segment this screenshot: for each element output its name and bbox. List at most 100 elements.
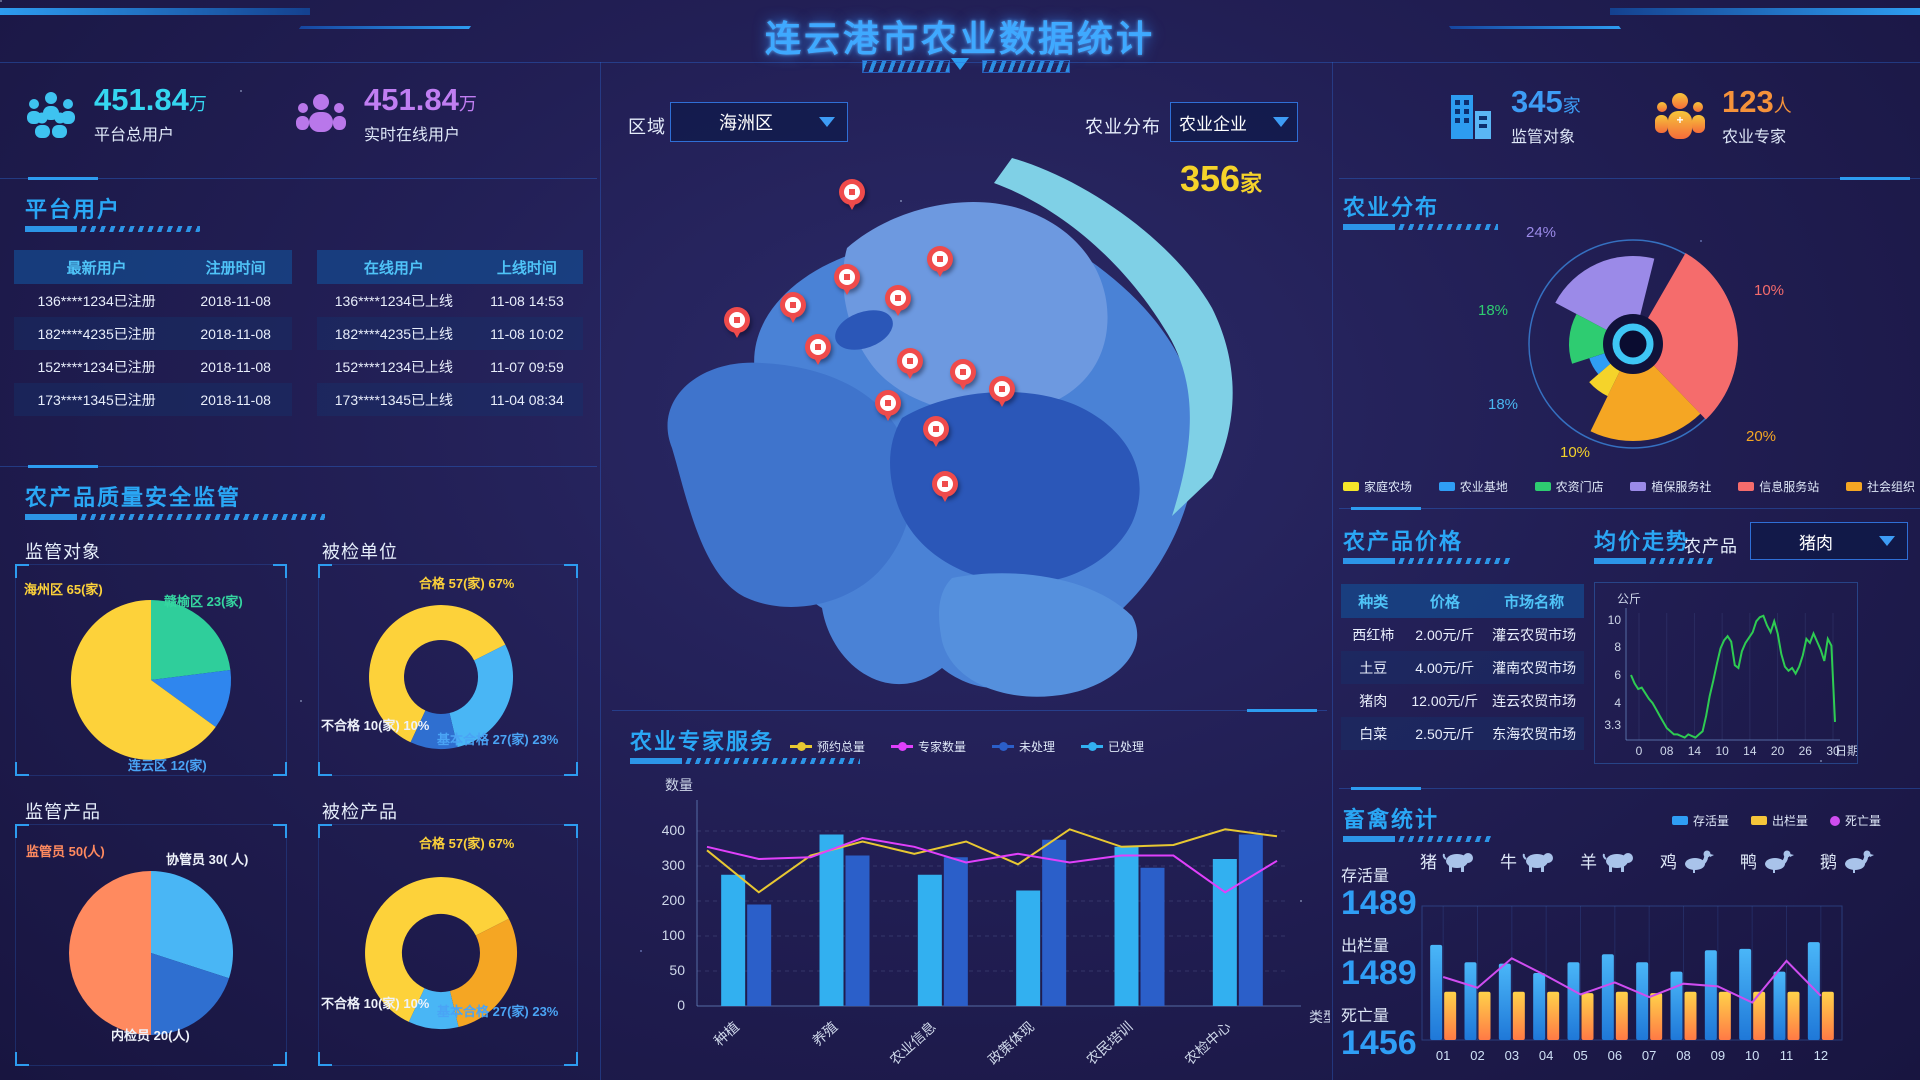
- bar[interactable]: [1636, 962, 1649, 1040]
- bar[interactable]: [1684, 991, 1697, 1040]
- bar[interactable]: [1807, 942, 1820, 1040]
- pie-slice[interactable]: [151, 600, 231, 680]
- bar[interactable]: [917, 874, 942, 1006]
- pie-slice[interactable]: [69, 871, 151, 1035]
- bar[interactable]: [1114, 846, 1139, 1006]
- pie-slice[interactable]: [151, 670, 232, 727]
- bar[interactable]: [1718, 991, 1731, 1040]
- bar[interactable]: [819, 834, 844, 1007]
- bar[interactable]: [1464, 962, 1477, 1040]
- pie-slice[interactable]: [151, 953, 229, 1035]
- chart-subtitle: 监管对象: [25, 542, 101, 562]
- bar[interactable]: [747, 904, 772, 1007]
- animal-item[interactable]: 鹅: [1820, 848, 1875, 873]
- bar[interactable]: [1704, 950, 1717, 1040]
- legend-label: 植保服务社: [1651, 480, 1712, 494]
- legend-item[interactable]: 植保服务社: [1630, 478, 1711, 495]
- legend-item[interactable]: 预约总量: [790, 738, 865, 755]
- map-pin[interactable]: [885, 284, 911, 316]
- legend-item[interactable]: 社会组织: [1845, 478, 1915, 495]
- rose-slice[interactable]: [1590, 344, 1701, 442]
- animal-item[interactable]: 鸡: [1660, 848, 1715, 873]
- bar[interactable]: [1821, 991, 1834, 1040]
- legend-item[interactable]: 已处理: [1081, 738, 1144, 755]
- legend-item[interactable]: 未处理: [992, 738, 1055, 755]
- map-pin[interactable]: [932, 470, 959, 502]
- distribution-dropdown[interactable]: 农业企业: [1170, 102, 1298, 142]
- map-pin[interactable]: [779, 292, 806, 324]
- bar[interactable]: [845, 855, 870, 1007]
- bar[interactable]: [1650, 993, 1663, 1040]
- livestock-stat-value: 1456: [1341, 1024, 1417, 1062]
- bar[interactable]: [1773, 971, 1786, 1040]
- product-dropdown[interactable]: 猪肉: [1750, 522, 1908, 560]
- pie-slice[interactable]: [369, 605, 506, 743]
- bar[interactable]: [1498, 963, 1511, 1040]
- legend-item[interactable]: 信息服务站: [1738, 478, 1819, 495]
- bar[interactable]: [1478, 991, 1491, 1040]
- pie-slice[interactable]: [70, 600, 216, 760]
- map-pin[interactable]: [834, 263, 861, 295]
- bar[interactable]: [1212, 859, 1237, 1006]
- pie-slice[interactable]: [410, 710, 458, 750]
- legend-item[interactable]: 家庭农场: [1343, 478, 1412, 495]
- animal-item[interactable]: 鸭: [1740, 848, 1795, 873]
- bar[interactable]: [1567, 962, 1580, 1040]
- animal-item[interactable]: 羊: [1580, 848, 1635, 873]
- legend-item[interactable]: 专家数量: [891, 738, 966, 755]
- bar[interactable]: [721, 874, 746, 1006]
- bar[interactable]: [1601, 954, 1614, 1040]
- legend-swatch-icon: [1672, 816, 1688, 825]
- animal-item[interactable]: 猪: [1420, 848, 1475, 873]
- legend-label: 未处理: [1019, 740, 1056, 754]
- map-pin[interactable]: [988, 376, 1015, 408]
- legend-item[interactable]: 农资门店: [1534, 478, 1604, 495]
- bar[interactable]: [1533, 973, 1546, 1040]
- map-pin[interactable]: [724, 306, 751, 338]
- bar[interactable]: [1238, 834, 1263, 1007]
- map-pin[interactable]: [839, 179, 866, 211]
- bar[interactable]: [1016, 890, 1041, 1007]
- region-dropdown[interactable]: 海洲区: [670, 102, 848, 142]
- stat-value: 451.84: [364, 82, 459, 117]
- region-map: [667, 158, 1233, 697]
- map-region-center[interactable]: [890, 391, 1140, 584]
- bar[interactable]: [943, 857, 968, 1006]
- map-pin[interactable]: [950, 358, 977, 390]
- users-group-icon: [27, 91, 75, 138]
- pie-slice[interactable]: [450, 918, 518, 1027]
- bar[interactable]: [1444, 991, 1457, 1040]
- bar[interactable]: [1753, 991, 1766, 1040]
- legend-item[interactable]: 出栏量: [1751, 812, 1808, 829]
- bar[interactable]: [1581, 993, 1594, 1040]
- bar[interactable]: [1512, 991, 1525, 1040]
- bar[interactable]: [1140, 867, 1165, 1006]
- map-pin[interactable]: [927, 245, 954, 277]
- pie-slice[interactable]: [449, 644, 514, 748]
- bar[interactable]: [1430, 944, 1443, 1040]
- pie-slice[interactable]: [365, 877, 509, 1022]
- legend-item[interactable]: 农业基地: [1438, 478, 1508, 495]
- pie-slice[interactable]: [151, 871, 234, 979]
- rose-slice[interactable]: [1633, 253, 1738, 420]
- map-pin[interactable]: [922, 416, 949, 448]
- map-pin[interactable]: [874, 390, 901, 422]
- pie-slice[interactable]: [408, 988, 459, 1030]
- map-region-west[interactable]: [667, 362, 913, 607]
- pie-data-label: 基本合格 27(家) 23%: [437, 1004, 559, 1019]
- legend-item[interactable]: 死亡量: [1830, 812, 1881, 829]
- legend-item[interactable]: 存活量: [1672, 812, 1729, 829]
- map-region-coast[interactable]: [994, 158, 1233, 516]
- bar[interactable]: [1615, 991, 1628, 1040]
- map-pin[interactable]: [804, 334, 831, 366]
- bar[interactable]: [1670, 971, 1683, 1040]
- animal-item[interactable]: 牛: [1500, 848, 1555, 873]
- inspected-products-chart: 合格 57(家) 67% 不合格 10(家) 10% 基本合格 27(家) 23%: [318, 824, 578, 1066]
- bar[interactable]: [1042, 839, 1067, 1006]
- bar[interactable]: [1547, 991, 1560, 1040]
- bar[interactable]: [1739, 948, 1752, 1040]
- map-pin[interactable]: [897, 348, 924, 380]
- rose-slice[interactable]: [1568, 314, 1633, 364]
- map-region-south[interactable]: [939, 573, 1138, 697]
- bar[interactable]: [1787, 991, 1800, 1040]
